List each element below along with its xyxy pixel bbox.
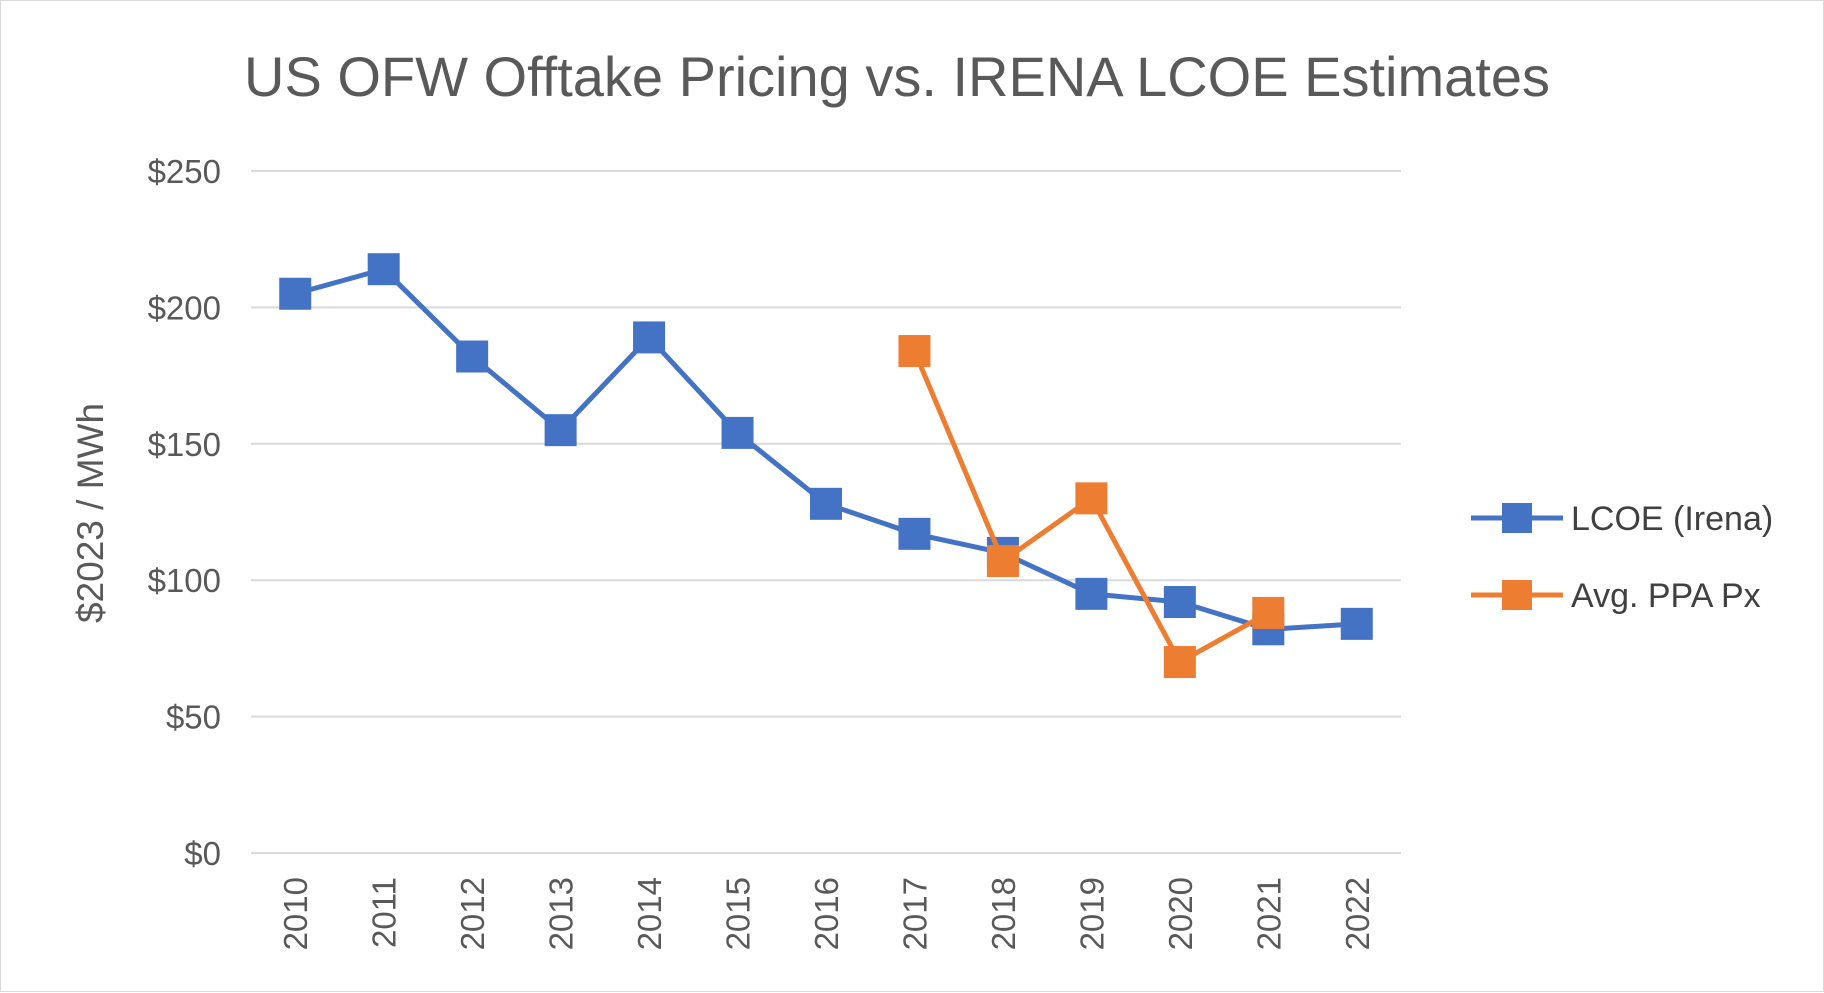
x-tick-label: 2014 (631, 877, 668, 950)
data-point-lcoe (456, 340, 489, 373)
gridlines (251, 170, 1401, 854)
data-point-lcoe (279, 277, 312, 310)
series-group (279, 253, 1373, 679)
data-point-lcoe (721, 416, 754, 449)
data-point-lcoe (1075, 577, 1108, 610)
x-tick-label: 2012 (454, 877, 491, 950)
x-tick-label: 2020 (1162, 877, 1199, 950)
data-point-ppa (1163, 646, 1196, 679)
legend: LCOE (Irena) Avg. PPA Px (1471, 500, 1773, 615)
x-tick-label: 2022 (1339, 877, 1376, 950)
series-line-lcoe (294, 266, 1357, 632)
axes: $0 $50 $100 $150 $200 $250 2010 2011 2012 2013 201… (148, 153, 1376, 950)
data-point-ppa (986, 545, 1019, 578)
data-point-lcoe (1163, 586, 1196, 619)
data-point-ppa (1075, 482, 1108, 515)
x-tick-label: 2021 (1250, 877, 1287, 950)
chart-title: US OFW Offtake Pricing vs. IRENA LCOE Es… (244, 45, 1550, 108)
legend-label-lcoe: LCOE (Irena) (1571, 500, 1773, 538)
data-point-lcoe (544, 414, 577, 447)
x-tick-label: 2013 (543, 877, 580, 950)
y-axis-label: $2023 / MWh (70, 403, 111, 623)
data-point-ppa (898, 335, 931, 368)
data-point-lcoe (1340, 607, 1373, 640)
data-point-ppa (1252, 596, 1285, 629)
x-tick-label: 2017 (896, 877, 933, 950)
y-tick-label: $50 (166, 699, 221, 736)
data-point-lcoe (898, 517, 931, 550)
x-tick-label: 2019 (1073, 877, 1110, 950)
x-tick-label: 2018 (985, 877, 1022, 950)
data-point-lcoe (810, 487, 842, 520)
legend-marker-lcoe (1502, 503, 1532, 533)
legend-marker-ppa (1502, 580, 1532, 610)
data-point-lcoe (633, 321, 666, 354)
y-tick-label: $250 (148, 153, 221, 190)
y-tick-label: $100 (148, 562, 221, 599)
legend-label-ppa: Avg. PPA Px (1571, 577, 1761, 615)
x-tick-label: 2011 (366, 877, 403, 948)
y-tick-label: $150 (148, 426, 221, 463)
x-tick-label: 2015 (720, 877, 757, 950)
x-tick-label: 2010 (277, 877, 314, 950)
y-tick-label: $0 (184, 835, 221, 872)
data-point-lcoe (367, 253, 400, 286)
x-tick-label: 2016 (808, 877, 845, 950)
y-tick-label: $200 (148, 289, 221, 326)
